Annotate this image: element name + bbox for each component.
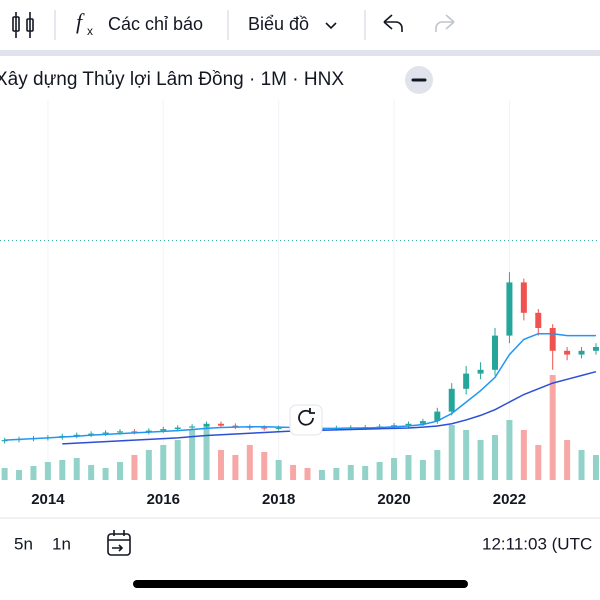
redo-button[interactable] — [435, 14, 455, 32]
volume-bar — [448, 425, 455, 480]
fx-icon[interactable]: x — [87, 24, 93, 38]
volume-bar — [232, 455, 239, 480]
volume-bar — [477, 440, 484, 480]
volume-bar — [578, 450, 585, 480]
candle-body — [391, 425, 398, 427]
volume-bar — [16, 470, 23, 480]
candle-body — [477, 369, 484, 374]
reset-icon — [298, 408, 315, 426]
volume-bar — [347, 465, 354, 480]
volume-bar — [362, 466, 369, 480]
candle-body — [131, 431, 138, 433]
volume-bar — [549, 375, 556, 480]
candle-body — [217, 423, 224, 426]
candle-body — [145, 430, 152, 433]
volume-bar — [1, 468, 8, 480]
x-tick-label: 2022 — [493, 491, 526, 508]
candle-body — [520, 282, 527, 313]
volume-bar — [203, 425, 210, 480]
separator — [0, 50, 600, 56]
volume-bar — [520, 430, 527, 480]
volume-bar — [290, 465, 297, 480]
chevron[interactable] — [325, 22, 337, 30]
candle-body — [549, 328, 556, 351]
volume-bar — [174, 440, 181, 480]
candle-body — [203, 423, 210, 427]
volume-bar — [535, 445, 542, 480]
candle-body — [261, 427, 268, 429]
volume-bar — [492, 435, 498, 480]
clock: 12:11:03 (UTC — [482, 534, 592, 553]
volume-bar — [376, 462, 383, 480]
candle-body — [492, 335, 498, 370]
volume-bar — [405, 455, 412, 480]
home-indicator — [133, 580, 468, 588]
candle-body — [405, 423, 412, 426]
chart-style-button[interactable] — [12, 12, 34, 38]
x-tick-label: 2018 — [262, 491, 295, 508]
candle-body — [578, 350, 585, 355]
volume-bar — [160, 445, 167, 480]
volume-bar — [304, 468, 311, 480]
undo-button[interactable] — [383, 14, 403, 32]
volume-bar — [564, 440, 571, 480]
volume-bar — [73, 458, 80, 480]
moving-average — [62, 370, 597, 445]
candle-body — [434, 411, 441, 422]
volume-bar — [189, 430, 196, 480]
volume-bar — [217, 450, 224, 480]
volume-bar — [275, 460, 282, 480]
candle-body — [1, 440, 8, 442]
candle-body — [448, 388, 455, 412]
volume-bar — [391, 458, 398, 480]
volume-bar — [333, 468, 340, 480]
volume-bar — [434, 450, 441, 480]
volume-bar — [419, 460, 426, 480]
plot-area: 2014 2016 2018 2020 2022 — [0, 100, 600, 508]
chart-type-button[interactable]: Biểu đồ — [248, 14, 309, 34]
candle-body — [117, 431, 123, 433]
candle-body — [419, 421, 426, 424]
candle-body — [189, 426, 196, 428]
candle-body — [506, 282, 513, 336]
volume-bar — [506, 420, 513, 480]
candle-body — [463, 373, 470, 389]
candle-body — [174, 427, 181, 430]
volume-bar — [59, 460, 66, 480]
range-button[interactable]: 5n — [14, 534, 33, 553]
volume-bar — [261, 452, 268, 480]
goto-date-button[interactable] — [107, 530, 131, 556]
chart-title: Xây dựng Thủy lợi Lâm Đồng · 1M · HNX — [0, 69, 344, 90]
x-tick-label: 2020 — [377, 491, 410, 508]
candle-body — [592, 347, 599, 351]
indicators-button[interactable]: Các chỉ báo — [108, 14, 203, 34]
candle-body — [160, 429, 167, 431]
candle-body — [564, 350, 571, 355]
candle-body — [535, 312, 542, 328]
volume-bar — [592, 455, 599, 480]
candle-body — [232, 425, 239, 427]
toolbar — [12, 10, 455, 40]
volume-bar — [117, 462, 123, 480]
candle-body — [88, 433, 95, 435]
fx-icon[interactable]: f — [76, 9, 85, 34]
candle-body — [102, 432, 109, 434]
reset-button[interactable] — [289, 404, 323, 436]
x-tick-label: 2014 — [31, 491, 65, 508]
volume-bar — [88, 465, 95, 480]
volume-bar — [145, 450, 152, 480]
volume-bar — [30, 466, 37, 480]
range-button[interactable]: 1n — [52, 534, 71, 553]
candle-body — [73, 434, 80, 436]
volume-bar — [102, 468, 109, 480]
volume-bar — [131, 455, 138, 480]
x-tick-label: 2016 — [147, 491, 180, 508]
volume-bar — [318, 470, 325, 480]
candle-body — [275, 427, 282, 429]
volume-bar — [463, 430, 470, 480]
volume-bar — [246, 445, 253, 480]
volume-bar — [44, 462, 51, 480]
